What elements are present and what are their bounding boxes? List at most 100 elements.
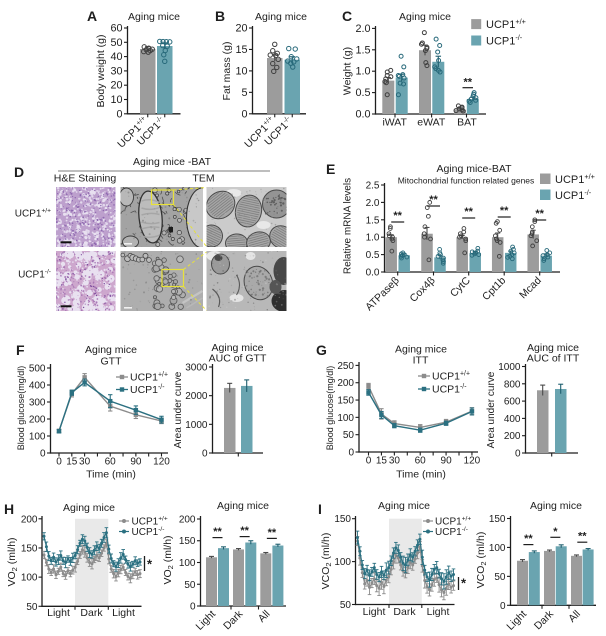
svg-text:**: **: [240, 525, 249, 537]
svg-text:Light: Light: [427, 606, 450, 618]
svg-text:AUC of GTT: AUC of GTT: [209, 353, 267, 365]
svg-text:UCP1-/-: UCP1-/-: [486, 33, 523, 47]
svg-text:1.0: 1.0: [366, 233, 380, 244]
svg-text:Aging mice: Aging mice: [212, 342, 264, 354]
svg-text:Dark: Dark: [393, 606, 416, 618]
svg-text:2.0: 2.0: [366, 198, 380, 209]
svg-text:UCP1-/-: UCP1-/-: [435, 526, 468, 538]
svg-text:60: 60: [415, 456, 427, 467]
svg-text:Light: Light: [47, 607, 70, 619]
svg-text:Relative mRNA levels: Relative mRNA levels: [343, 178, 354, 274]
svg-text:20: 20: [110, 80, 122, 92]
svg-text:500: 500: [29, 364, 46, 375]
svg-text:0: 0: [202, 449, 208, 460]
svg-text:50: 50: [184, 580, 196, 591]
svg-text:0: 0: [515, 449, 521, 460]
svg-text:120: 120: [153, 457, 170, 468]
svg-text:I: I: [318, 501, 322, 517]
svg-text:200: 200: [29, 415, 46, 426]
svg-text:Weight (g): Weight (g): [342, 47, 354, 95]
svg-text:3000: 3000: [185, 363, 208, 374]
svg-text:150: 150: [21, 544, 38, 555]
svg-text:0.0: 0.0: [366, 268, 380, 279]
svg-text:B: B: [215, 8, 225, 24]
svg-text:*: *: [553, 526, 558, 538]
svg-text:iWAT: iWAT: [382, 117, 407, 129]
svg-text:300: 300: [29, 398, 46, 409]
svg-text:15: 15: [66, 457, 78, 468]
svg-text:1.5: 1.5: [366, 215, 380, 226]
svg-text:F: F: [16, 342, 25, 358]
svg-text:100: 100: [334, 557, 351, 568]
svg-text:**: **: [393, 210, 402, 222]
svg-text:Aging mice: Aging mice: [85, 344, 137, 356]
svg-text:250: 250: [337, 361, 354, 372]
svg-text:GTT: GTT: [101, 356, 123, 368]
svg-text:15: 15: [235, 44, 247, 56]
svg-text:90: 90: [130, 457, 142, 468]
svg-text:150: 150: [337, 396, 354, 407]
svg-text:0: 0: [500, 601, 506, 612]
svg-text:Aging mice: Aging mice: [128, 11, 180, 23]
svg-text:200: 200: [337, 378, 354, 389]
svg-text:**: **: [535, 208, 544, 220]
svg-text:0: 0: [348, 448, 354, 459]
svg-text:2000: 2000: [185, 391, 208, 402]
svg-text:50: 50: [494, 572, 506, 583]
svg-text:Aging mice: Aging mice: [527, 342, 579, 354]
svg-text:**: **: [268, 527, 277, 539]
svg-text:1000: 1000: [185, 420, 208, 431]
svg-text:10: 10: [235, 65, 247, 77]
svg-text:*: *: [461, 576, 467, 591]
svg-text:Aging mice: Aging mice: [217, 500, 269, 512]
svg-text:AUC of ITT: AUC of ITT: [527, 353, 580, 365]
svg-text:400: 400: [29, 381, 46, 392]
svg-text:150: 150: [489, 514, 506, 525]
svg-text:**: **: [429, 194, 438, 206]
svg-text:Blood glucose(mg/dl): Blood glucose(mg/dl): [325, 366, 335, 451]
svg-text:Light: Light: [363, 606, 386, 618]
svg-text:60: 60: [110, 23, 122, 35]
svg-text:0.5: 0.5: [366, 250, 380, 261]
svg-text:1.0: 1.0: [355, 66, 370, 78]
svg-text:C: C: [342, 8, 352, 24]
svg-text:Aging mice -BAT: Aging mice -BAT: [133, 156, 212, 168]
svg-text:Time (min): Time (min): [396, 469, 446, 481]
svg-text:UCP1-/-: UCP1-/-: [132, 526, 165, 538]
svg-text:2.0: 2.0: [355, 23, 370, 35]
svg-text:Light: Light: [112, 607, 135, 619]
svg-text:30: 30: [110, 65, 122, 77]
svg-text:100: 100: [21, 573, 38, 584]
svg-text:150: 150: [179, 536, 196, 547]
svg-text:TEM: TEM: [192, 173, 214, 185]
svg-text:200: 200: [504, 431, 521, 442]
svg-text:90: 90: [441, 456, 453, 467]
svg-text:Aging mice: Aging mice: [378, 500, 430, 512]
svg-text:60: 60: [105, 457, 117, 468]
svg-text:15: 15: [376, 456, 388, 467]
svg-text:UCP1+/+: UCP1+/+: [435, 516, 471, 528]
svg-text:2.5: 2.5: [366, 181, 380, 192]
svg-text:Area under curve: Area under curve: [486, 371, 497, 448]
svg-text:Area under curve: Area under curve: [173, 371, 184, 448]
svg-text:1.5: 1.5: [355, 44, 370, 56]
svg-text:10: 10: [110, 94, 122, 106]
svg-text:0: 0: [40, 449, 46, 460]
svg-text:0: 0: [116, 108, 122, 120]
svg-text:UCP1+/+: UCP1+/+: [15, 208, 51, 220]
svg-text:Aging mice-BAT: Aging mice-BAT: [436, 163, 512, 175]
svg-text:BAT: BAT: [457, 117, 477, 129]
svg-text:50: 50: [340, 600, 352, 611]
svg-text:ITT: ITT: [413, 355, 429, 367]
svg-text:120: 120: [464, 456, 481, 467]
svg-text:400: 400: [504, 414, 521, 425]
svg-text:UCP1-/-: UCP1-/-: [555, 188, 592, 202]
svg-text:100: 100: [337, 413, 354, 424]
svg-text:D: D: [14, 164, 24, 180]
svg-text:UCP1+/+: UCP1+/+: [132, 516, 168, 528]
svg-text:E: E: [326, 161, 335, 177]
svg-text:UCP1-/-: UCP1-/-: [432, 384, 467, 396]
svg-text:A: A: [87, 8, 97, 24]
svg-text:0.5: 0.5: [355, 87, 370, 99]
svg-text:Body weight (g): Body weight (g): [95, 35, 107, 108]
